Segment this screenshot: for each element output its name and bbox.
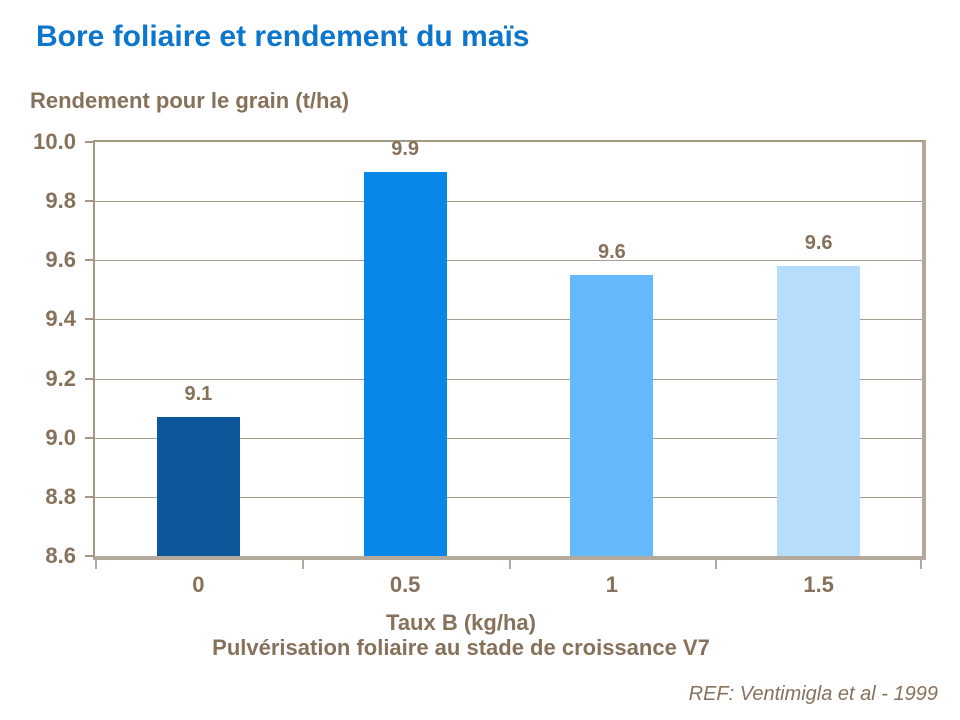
y-axis-tick — [85, 141, 93, 143]
x-axis-title-line2: Pulvérisation foliaire au stade de crois… — [212, 635, 710, 661]
y-axis-tick — [85, 259, 93, 262]
y-axis-tick-label: 9.6 — [45, 247, 76, 273]
x-axis-tick-label: 1.5 — [803, 572, 834, 597]
y-axis-tick — [85, 555, 93, 557]
bar — [777, 266, 861, 556]
y-axis-tick-label: 8.8 — [45, 483, 76, 509]
gridline — [95, 496, 922, 498]
x-axis-tick-label: 1 — [605, 572, 618, 597]
x-axis-tick — [301, 560, 304, 569]
plot-area: 10.0 9.8 9.6 9.4 9.2 9.0 8.8 8.6 9.1 0 9.9 0.5 9.6 1 9… — [33, 129, 926, 597]
bar-value-label: 9.9 — [391, 137, 420, 160]
y-axis-title: Rendement pour le grain (t/ha) — [30, 88, 350, 113]
chart-title: Bore foliaire et rendement du maïs — [36, 20, 530, 53]
y-axis-tick — [85, 318, 93, 321]
y-axis-tick — [85, 377, 93, 380]
bar — [156, 417, 240, 556]
bar-value-label: 9.1 — [184, 383, 213, 406]
reference-text: REF: Ventimigla et al - 1999 — [688, 683, 938, 705]
y-axis-tick — [85, 495, 93, 498]
y-axis-tick-label: 9.0 — [45, 424, 76, 450]
y-axis-tick-label: 8.6 — [45, 543, 76, 568]
y-axis-tick-label: 10.0 — [33, 129, 76, 154]
gridline — [95, 378, 922, 380]
x-axis-tick-label: 0 — [192, 572, 205, 597]
bar-value-label: 9.6 — [804, 232, 833, 255]
x-axis-tick — [715, 560, 718, 569]
x-axis-tick — [920, 560, 922, 569]
x-axis-tick-label: 0.5 — [389, 572, 421, 597]
gridline — [95, 201, 922, 203]
bar-value-label: 9.6 — [597, 241, 626, 264]
y-axis-tick — [85, 200, 93, 203]
bar — [570, 275, 654, 556]
gridline — [95, 437, 922, 439]
gridline — [95, 319, 922, 321]
x-axis-title: Taux B (kg/ha) Pulvérisation foliaire au… — [0, 610, 922, 661]
x-axis-tick — [95, 560, 97, 569]
bar — [363, 171, 447, 556]
x-axis-title-line1: Taux B (kg/ha) — [386, 610, 536, 635]
y-axis-tick-label: 9.4 — [45, 306, 76, 332]
x-axis-tick — [508, 560, 511, 569]
gridline — [95, 260, 922, 262]
y-axis-tick-label: 9.2 — [45, 365, 76, 391]
y-axis-tick — [85, 436, 93, 439]
y-axis-tick-label: 9.8 — [45, 188, 76, 214]
